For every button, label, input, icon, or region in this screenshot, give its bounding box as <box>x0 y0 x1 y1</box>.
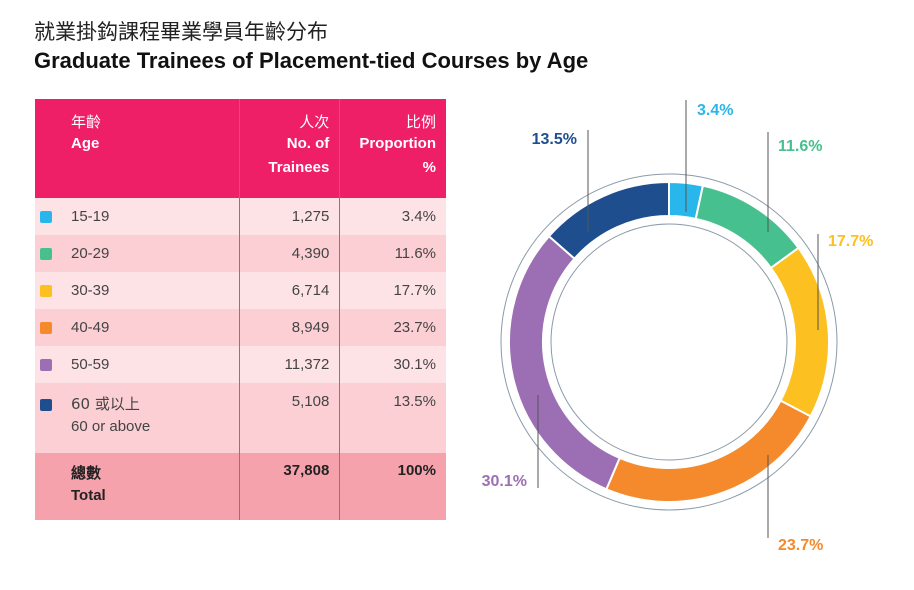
trainees-cell: 8,949 <box>238 309 340 346</box>
title-english: Graduate Trainees of Placement-tied Cour… <box>34 48 589 73</box>
header-trainees-zh: 人次 <box>299 113 330 131</box>
donut-slice-20-29 <box>694 184 800 270</box>
outer-ring <box>500 173 838 511</box>
header-proportion-zh: 比例 <box>405 113 436 131</box>
total-proportion-cell: 100% <box>339 453 446 520</box>
total-label-zh: 總數 <box>71 464 102 482</box>
slice-label: 23.7% <box>778 537 823 554</box>
legend-swatch <box>40 211 52 223</box>
header-proportion-en1: Proportion <box>359 135 436 152</box>
table-total-row: 總數 Total 37,808 100% <box>35 453 446 520</box>
legend-swatch <box>40 359 52 371</box>
header-trainees: 人次 No. of Trainees <box>238 99 340 198</box>
age-label: 50-59 <box>71 356 110 373</box>
age-cell: 60 或以上 60 or above <box>35 383 240 453</box>
table-row: 50-59 11,372 30.1% <box>35 346 446 383</box>
legend-swatch <box>40 285 52 297</box>
age-cell: 30-39 <box>35 272 240 309</box>
slice-label: 11.6% <box>778 138 822 155</box>
slice-label: 17.7% <box>828 233 873 250</box>
proportion-cell: 30.1% <box>339 346 446 383</box>
slice-label: 30.1% <box>482 473 527 490</box>
age-label: 40-49 <box>71 319 110 336</box>
total-label-en: Total <box>71 487 106 504</box>
header-age-en: Age <box>71 135 100 152</box>
proportion-cell: 11.6% <box>339 235 446 272</box>
legend-swatch <box>40 322 52 334</box>
donut-slice-50-59 <box>508 234 621 491</box>
proportion-cell: 23.7% <box>339 309 446 346</box>
legend-swatch <box>40 248 52 260</box>
age-cell: 15-19 <box>35 198 240 235</box>
header-proportion-en2: % <box>422 159 436 176</box>
age-distribution-table: 年齡 Age 人次 No. of Trainees 比例 Proportion … <box>35 99 446 520</box>
age-cell: 20-29 <box>35 235 240 272</box>
header-age: 年齡 Age <box>35 99 240 198</box>
trainees-cell: 11,372 <box>238 346 340 383</box>
header-proportion: 比例 Proportion % <box>339 99 446 198</box>
header-age-zh: 年齡 <box>71 113 102 131</box>
title-chinese: 就業掛鈎課程畢業學員年齡分布 <box>34 20 328 44</box>
slice-label: 3.4% <box>697 102 733 119</box>
trainees-cell: 5,108 <box>238 383 340 453</box>
donut-slice-40-49 <box>605 399 812 503</box>
table-row: 20-29 4,390 11.6% <box>35 235 446 272</box>
donut-slice-30-39 <box>769 246 830 418</box>
age-label: 20-29 <box>71 245 110 262</box>
legend-swatch <box>40 399 52 411</box>
donut-slice-60-or-above <box>547 180 670 261</box>
proportion-cell: 13.5% <box>339 383 446 453</box>
age-label: 15-19 <box>71 208 110 225</box>
inner-ring <box>550 223 788 461</box>
header-trainees-en2: Trainees <box>268 159 330 176</box>
total-trainees-cell: 37,808 <box>238 453 340 520</box>
table-row: 30-39 6,714 17.7% <box>35 272 446 309</box>
age-label-en: 60 or above <box>71 418 151 435</box>
proportion-cell: 3.4% <box>339 198 446 235</box>
table-header: 年齡 Age 人次 No. of Trainees 比例 Proportion … <box>35 99 446 198</box>
trainees-cell: 4,390 <box>238 235 340 272</box>
total-label-cell: 總數 Total <box>35 453 240 520</box>
header-trainees-en1: No. of <box>286 135 330 152</box>
trainees-cell: 6,714 <box>238 272 340 309</box>
age-cell: 40-49 <box>35 309 240 346</box>
table-row: 40-49 8,949 23.7% <box>35 309 446 346</box>
table-row: 15-19 1,275 3.4% <box>35 198 446 235</box>
table-row: 60 或以上 60 or above 5,108 13.5% <box>35 383 446 453</box>
slice-label: 13.5% <box>532 131 577 148</box>
proportion-cell: 17.7% <box>339 272 446 309</box>
age-label: 60 或以上 <box>71 395 140 413</box>
age-cell: 50-59 <box>35 346 240 383</box>
trainees-cell: 1,275 <box>238 198 340 235</box>
age-label: 30-39 <box>71 282 110 299</box>
